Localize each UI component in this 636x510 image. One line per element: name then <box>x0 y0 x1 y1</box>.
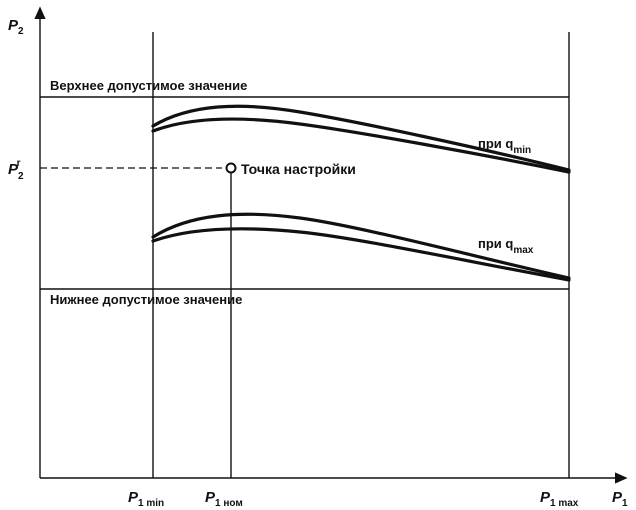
x-tick-p1-max: P1 max <box>540 489 579 509</box>
setpoint-point-label: Точка настройки <box>241 161 356 177</box>
lower-limit-label: Нижнее допустимое значение <box>50 292 242 307</box>
curve-qmin-upper <box>151 104 571 172</box>
setpoint-marker <box>225 162 237 174</box>
curve-qmin-label: при qmin <box>478 136 531 156</box>
x-tick-p1-min: P1 min <box>128 489 164 509</box>
y-axis-label: P2 <box>8 17 24 37</box>
curve-qmax-lower <box>151 227 571 282</box>
x-tick-p1-nom: P1 ном <box>205 489 243 509</box>
setpoint-y-label: P2r <box>8 158 24 182</box>
curve-qmax-upper <box>151 212 571 280</box>
curve-qmax-label: при qmax <box>478 236 534 256</box>
curve-qmin-lower <box>151 117 571 174</box>
x-axis-label: P1 <box>612 489 628 509</box>
upper-limit-label: Верхнее допустимое значение <box>50 78 247 93</box>
